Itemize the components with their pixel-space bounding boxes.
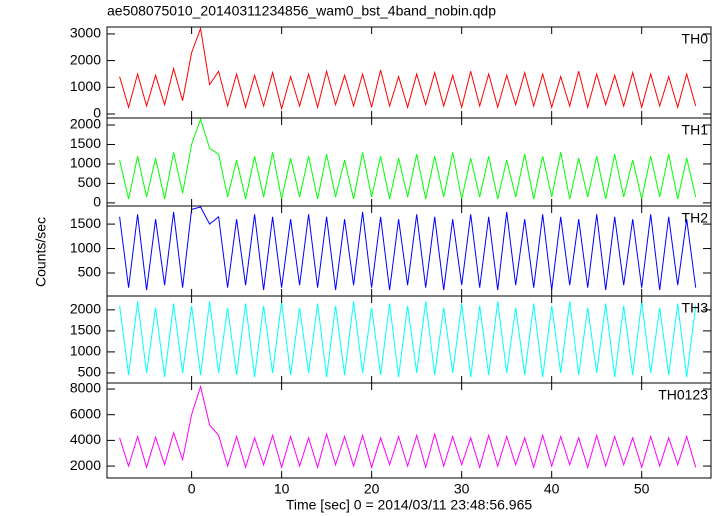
y-tick-label: 1500 (70, 135, 101, 151)
x-tick-label: 40 (544, 481, 560, 497)
y-tick-label: 0 (93, 105, 101, 121)
panel-label: TH3 (682, 300, 709, 316)
panel-frame (106, 205, 712, 297)
y-tick-label: 1000 (70, 78, 101, 94)
y-tick-label: 1500 (70, 322, 101, 338)
y-tick-label: 2000 (70, 301, 101, 317)
data-line (119, 206, 697, 291)
y-tick-label: 2000 (70, 51, 101, 67)
y-tick-label: 1500 (70, 215, 101, 231)
data-line (119, 384, 697, 470)
y-tick-label: 4000 (70, 431, 101, 447)
y-tick-label: 1000 (70, 239, 101, 255)
y-tick-label: 500 (78, 364, 102, 380)
chart-title: ae508075010_20140311234856_wam0_bst_4ban… (107, 3, 496, 19)
y-axis-label: Counts/sec (33, 217, 49, 287)
panel-label: TH1 (682, 122, 709, 138)
x-tick-label: 10 (274, 481, 290, 497)
y-tick-label: 2000 (70, 116, 101, 132)
data-line (119, 301, 697, 378)
y-tick-label: 0 (93, 194, 101, 210)
y-tick-label: 1000 (70, 155, 101, 171)
x-tick-label: 20 (364, 481, 380, 497)
y-tick-label: 6000 (70, 405, 101, 421)
y-tick-label: 500 (78, 264, 102, 280)
x-tick-label: 0 (188, 481, 196, 497)
panel-label: TH2 (682, 210, 709, 226)
y-tick-label: 1000 (70, 343, 101, 359)
panel-frame (106, 295, 712, 384)
data-line (119, 117, 697, 200)
data-line (119, 26, 697, 111)
x-tick-label: 30 (454, 481, 470, 497)
y-tick-label: 8000 (70, 380, 101, 396)
panel-frame (106, 382, 712, 479)
y-tick-label: 2000 (70, 457, 101, 473)
panel-frame (106, 26, 712, 119)
panel-label: TH0123 (658, 387, 708, 403)
x-tick-label: 50 (634, 481, 650, 497)
panel-label: TH0 (682, 31, 709, 47)
y-tick-label: 3000 (70, 25, 101, 41)
x-axis-label: Time [sec] 0 = 2014/03/11 23:48:56.965 (286, 497, 533, 513)
y-tick-label: 500 (78, 174, 102, 190)
